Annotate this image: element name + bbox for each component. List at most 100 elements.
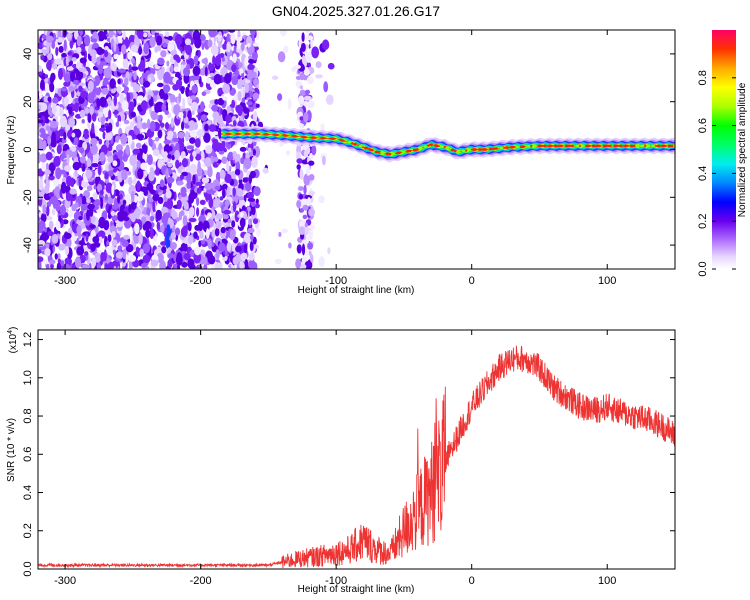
- noise-blob: [85, 233, 89, 242]
- noise-streak: [165, 240, 169, 249]
- noise-blob: [40, 79, 45, 90]
- noise-blob: [189, 153, 194, 162]
- noise-blob: [78, 67, 87, 73]
- snr-ytick-label: 1.2: [22, 332, 34, 347]
- noise-blob: [187, 120, 196, 132]
- noise-blob: [294, 64, 301, 69]
- noise-blob: [76, 246, 85, 256]
- noise-blob: [207, 182, 216, 189]
- noise-blob: [162, 42, 168, 48]
- noise-blob: [51, 234, 59, 244]
- noise-blob: [82, 264, 90, 269]
- noise-blob: [211, 229, 216, 238]
- noise-blob: [249, 241, 254, 252]
- noise-blob: [252, 42, 259, 47]
- noise-blob: [255, 103, 260, 108]
- noise-blob: [153, 30, 162, 33]
- noise-blob: [217, 37, 222, 42]
- noise-blob: [173, 54, 180, 61]
- snr-ytick-label: 1.0: [22, 370, 34, 385]
- noise-blob: [225, 114, 232, 124]
- noise-blob: [200, 150, 205, 162]
- noise-blob: [253, 186, 261, 197]
- noise-blob: [137, 153, 141, 161]
- noise-blob: [136, 30, 144, 39]
- noise-blob: [208, 62, 213, 72]
- noise-blob: [218, 127, 222, 140]
- noise-blob: [303, 112, 309, 123]
- noise-blob: [227, 219, 232, 224]
- noise-blob: [230, 159, 234, 166]
- noise-blob: [65, 57, 69, 66]
- noise-blob: [47, 53, 53, 61]
- noise-blob: [303, 95, 312, 101]
- noise-blob: [296, 244, 302, 254]
- ridge-speckle: [645, 144, 650, 148]
- spectrogram-xtick-label: -300: [54, 275, 76, 287]
- noise-blob: [86, 209, 90, 221]
- noise-blob: [201, 42, 205, 50]
- noise-blob: [204, 123, 209, 132]
- noise-blob: [196, 207, 200, 217]
- ridge-speckle: [429, 143, 433, 146]
- noise-blob: [195, 181, 203, 186]
- noise-blob: [142, 81, 151, 88]
- noise-blob: [166, 60, 170, 67]
- noise-blob: [63, 73, 72, 83]
- noise-blob: [58, 243, 66, 251]
- noise-blob: [140, 263, 147, 268]
- noise-blob: [91, 163, 99, 168]
- ridge-speckle: [570, 144, 574, 148]
- noise-blob: [306, 164, 310, 177]
- noise-blob: [167, 153, 172, 159]
- noise-blob: [124, 86, 129, 93]
- noise-blob: [308, 191, 316, 196]
- noise-blob: [274, 258, 282, 265]
- ridge-speckle: [662, 144, 667, 148]
- noise-blob: [200, 114, 208, 122]
- noise-blob: [211, 104, 218, 112]
- ridge-speckle: [439, 145, 444, 148]
- noise-blob: [74, 256, 81, 269]
- noise-blob: [51, 40, 56, 50]
- noise-blob: [299, 122, 303, 129]
- ridge-speckle: [618, 144, 623, 148]
- noise-blob: [52, 135, 57, 146]
- noise-blob: [145, 131, 151, 137]
- noise-blob: [38, 119, 44, 124]
- noise-blob: [185, 44, 193, 56]
- noise-blob: [79, 156, 86, 164]
- ridge-speckle: [575, 144, 580, 148]
- noise-blob: [81, 51, 86, 56]
- noise-blob: [118, 30, 122, 35]
- noise-blob: [161, 103, 167, 112]
- noise-blob: [244, 92, 250, 98]
- noise-blob: [196, 266, 202, 269]
- noise-blob: [99, 96, 107, 108]
- noise-blob: [55, 220, 61, 231]
- ridge-speckle: [364, 146, 368, 150]
- noise-blob: [132, 179, 137, 185]
- noise-blob: [204, 157, 212, 168]
- ridge-speckle: [624, 144, 629, 148]
- noise-blob: [310, 224, 315, 230]
- noise-blob: [193, 122, 199, 130]
- noise-blob: [232, 53, 237, 63]
- ridge-speckle: [418, 147, 423, 150]
- noise-blob: [167, 162, 173, 168]
- noise-blob: [323, 81, 329, 93]
- ridge-speckle: [602, 144, 607, 148]
- noise-blob: [175, 217, 180, 222]
- noise-blob: [46, 35, 54, 43]
- noise-blob: [242, 87, 246, 98]
- noise-blob: [103, 220, 110, 231]
- noise-blob: [98, 236, 103, 244]
- noise-blob: [79, 109, 86, 119]
- noise-blob: [203, 57, 208, 65]
- snr-frame: [37, 329, 676, 570]
- noise-blob: [81, 119, 85, 124]
- noise-blob: [297, 111, 303, 118]
- noise-blob: [302, 214, 308, 220]
- ridge-speckle: [347, 141, 352, 144]
- noise-blob: [188, 217, 197, 223]
